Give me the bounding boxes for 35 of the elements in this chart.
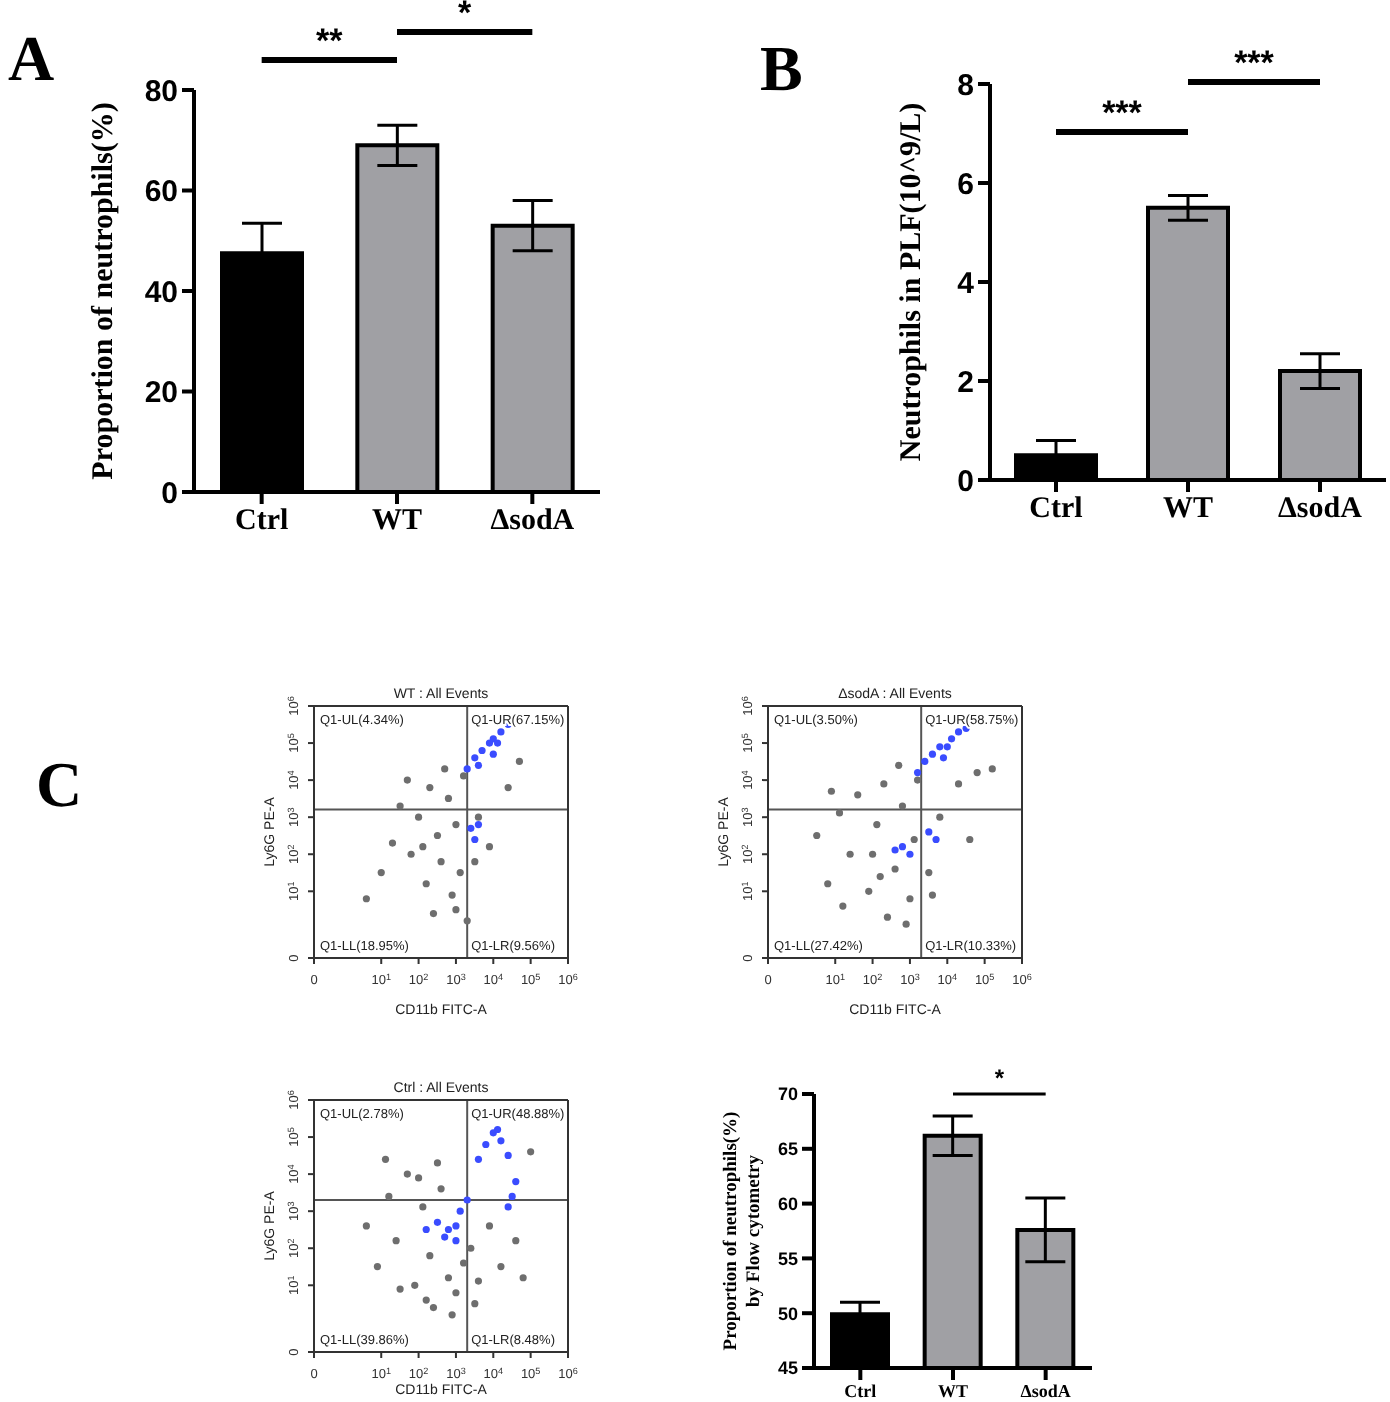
- y-tick-label: 65: [777, 1139, 798, 1160]
- y-tick-label: 2: [957, 365, 974, 400]
- y-tick-label: 50: [777, 1303, 798, 1324]
- y-tick-label: 80: [144, 74, 178, 109]
- text: C: [36, 748, 83, 820]
- x-tick-label: Ctrl: [235, 505, 289, 538]
- x-tick-label: ΔsodA: [490, 505, 575, 538]
- chart-title: B: [760, 32, 803, 104]
- y-tick-label: 60: [777, 1193, 798, 1214]
- y-tick-label: 40: [144, 275, 178, 310]
- text: **: [316, 22, 344, 60]
- annotation: ***: [1102, 94, 1143, 132]
- y-axis-title: Proportion of neutrophils(%): [88, 102, 120, 480]
- y-tick-label: 55: [777, 1248, 798, 1269]
- y-tick-label: 20: [144, 376, 178, 411]
- y-tick-label: 0: [957, 464, 974, 499]
- x-tick-label: WT: [1162, 493, 1214, 526]
- x-tick-label: WT: [371, 505, 423, 538]
- x-tick-label: WT: [937, 1380, 969, 1401]
- y-tick-label: 60: [144, 175, 178, 210]
- y-tick-label: 8: [957, 68, 974, 103]
- text: *: [458, 0, 473, 32]
- x-tick-label: Ctrl: [844, 1380, 878, 1401]
- y-axis-title: Neutrophils in PLF(10^9/L): [896, 102, 928, 462]
- x-tick-label: ΔsodA: [1278, 493, 1363, 526]
- x-tick-label: Ctrl: [1029, 493, 1083, 526]
- text: ***: [1234, 44, 1275, 82]
- y-tick-label: 6: [957, 167, 974, 202]
- y-tick-label: 45: [777, 1358, 798, 1379]
- chart-title: A: [8, 22, 55, 94]
- x-tick-label: ΔsodA: [1020, 1380, 1072, 1401]
- y-tick-label: 70: [777, 1084, 798, 1105]
- y-axis-title: Proportion of neutrophils(%) by Flow cytometry: [722, 1111, 765, 1351]
- y-tick-label: 4: [957, 266, 976, 301]
- text: *: [994, 1064, 1005, 1092]
